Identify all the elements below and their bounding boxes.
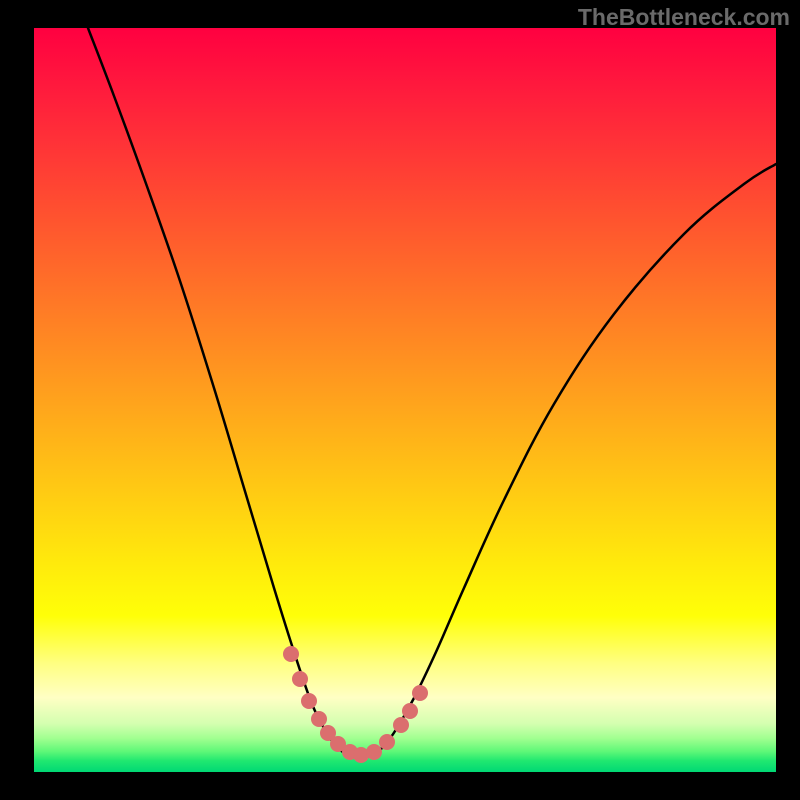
bottleneck-chart bbox=[34, 28, 776, 772]
overlay-dot-left bbox=[283, 646, 299, 662]
overlay-dot-left bbox=[292, 671, 308, 687]
overlay-dot-right bbox=[393, 717, 409, 733]
watermark-text: TheBottleneck.com bbox=[578, 4, 790, 31]
overlay-dot-right bbox=[402, 703, 418, 719]
overlay-dot-left bbox=[301, 693, 317, 709]
overlay-dot-right bbox=[366, 744, 382, 760]
overlay-dot-left bbox=[311, 711, 327, 727]
gradient-bg bbox=[34, 28, 776, 772]
chart-stage: TheBottleneck.com bbox=[0, 0, 800, 800]
overlay-dot-right bbox=[379, 734, 395, 750]
overlay-dot-right bbox=[412, 685, 428, 701]
